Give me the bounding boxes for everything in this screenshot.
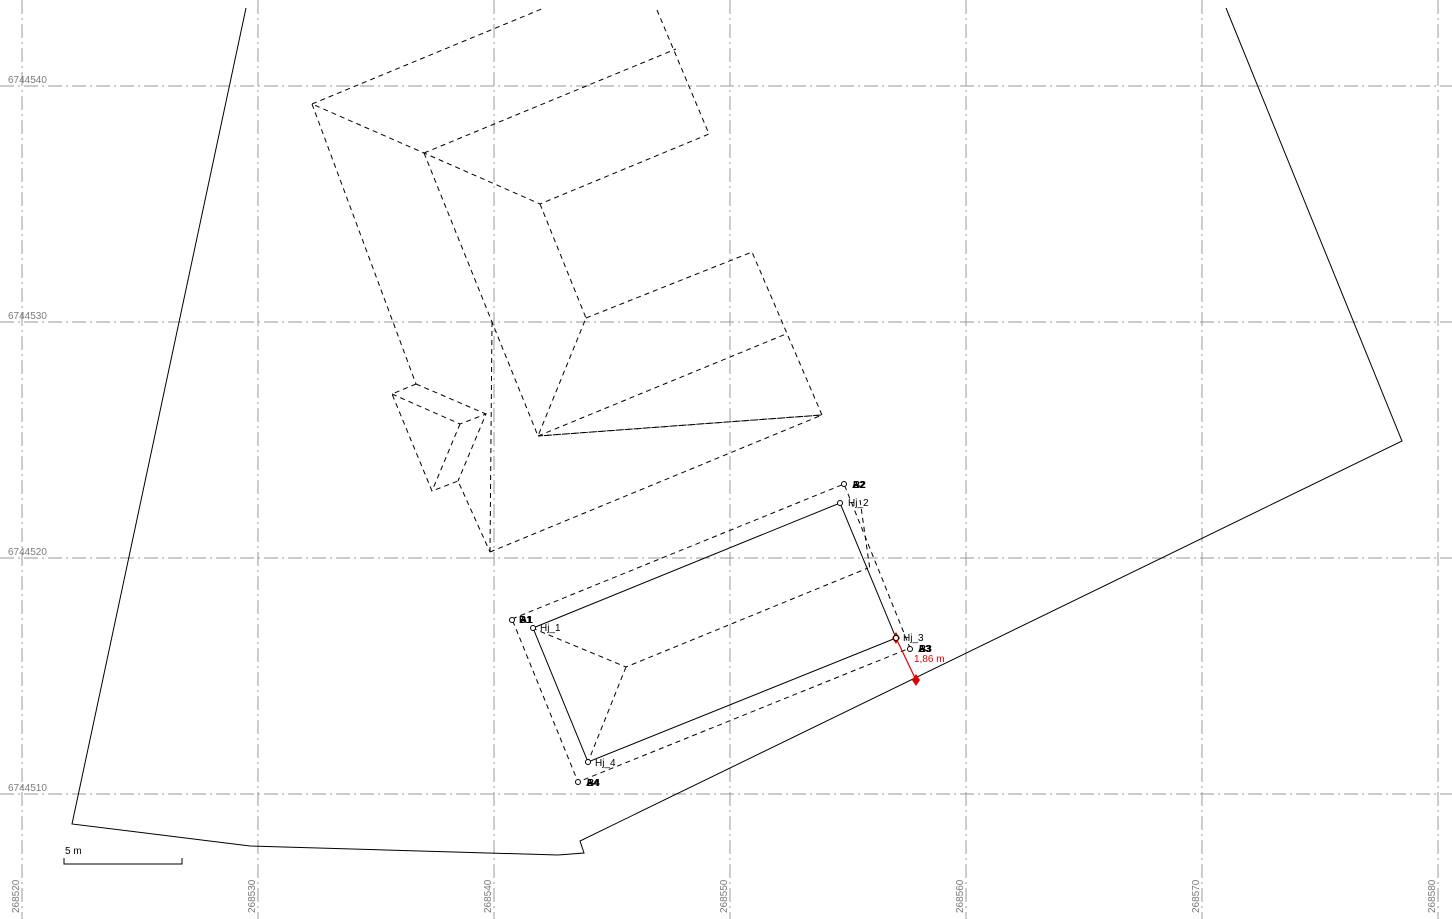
grid-label-x: 268570 bbox=[1191, 879, 1202, 913]
point-label-a3: A3 bbox=[918, 644, 931, 655]
point-label-b1: B1 bbox=[519, 615, 532, 626]
point-label-a1: A1 bbox=[520, 615, 533, 626]
point-label-a4: A4 bbox=[586, 778, 599, 789]
footprint-points[interactable]: Hj_1 Hj_2 Hj_3 Hj_4 bbox=[530, 498, 925, 769]
grid-label-x: 268580 bbox=[1427, 879, 1438, 913]
point-label-hj1: Hj_1 bbox=[540, 623, 561, 634]
scale-bar-label: 5 m bbox=[65, 846, 82, 857]
measurement-arrow-end bbox=[912, 674, 920, 686]
point-label-a2: A2 bbox=[852, 480, 865, 491]
grid-label-y: 6744530 bbox=[8, 311, 47, 322]
grid-label-x: 268560 bbox=[955, 879, 966, 913]
point-label-b2: B2 bbox=[853, 480, 866, 491]
grid-label-x: 268520 bbox=[11, 879, 22, 913]
point-label-hj4: Hj_4 bbox=[595, 758, 616, 769]
planned-building-footprint[interactable] bbox=[532, 502, 897, 763]
existing-building-middle[interactable] bbox=[391, 251, 823, 553]
eave-points[interactable]: B1 A1 A2 B2 A3 B3 A4 B4 bbox=[509, 480, 933, 789]
measurement-line bbox=[895, 637, 917, 681]
grid-label-y: 6744520 bbox=[8, 547, 47, 558]
point-label-b3: B3 bbox=[919, 644, 932, 655]
point-label-b4: B4 bbox=[587, 778, 600, 789]
point-marker[interactable] bbox=[893, 635, 899, 641]
existing-building-upper[interactable] bbox=[311, 7, 710, 437]
scale-bar: 5 m bbox=[63, 846, 183, 865]
point-marker[interactable] bbox=[841, 481, 847, 487]
point-marker[interactable] bbox=[575, 779, 581, 785]
point-marker[interactable] bbox=[907, 646, 913, 652]
point-label-hj2: Hj_2 bbox=[848, 498, 869, 509]
grid-label-y: 6744510 bbox=[8, 783, 47, 794]
point-marker[interactable] bbox=[837, 500, 843, 506]
point-marker[interactable] bbox=[509, 617, 515, 623]
grid-label-y: 6744540 bbox=[8, 75, 47, 86]
point-marker[interactable] bbox=[530, 625, 536, 631]
point-marker[interactable] bbox=[585, 759, 591, 765]
grid-label-x: 268530 bbox=[247, 879, 258, 913]
grid-label-x: 268540 bbox=[483, 879, 494, 913]
measurement-label: 1,86 m bbox=[914, 654, 945, 665]
property-boundary[interactable] bbox=[71, 7, 1403, 856]
point-label-hj3: Hj_3 bbox=[903, 633, 924, 644]
grid-label-x: 268550 bbox=[719, 879, 730, 913]
grid-labels: 6744540 6744530 6744520 6744510 268520 2… bbox=[8, 75, 1438, 913]
